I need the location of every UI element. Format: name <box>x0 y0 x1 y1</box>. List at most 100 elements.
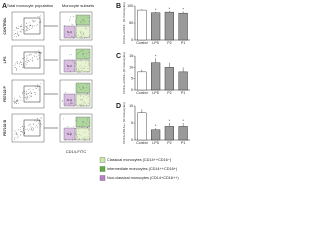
panel-label: C <box>116 53 121 60</box>
significance: * <box>169 118 171 123</box>
event-dot <box>28 54 30 55</box>
event-dot <box>24 126 26 128</box>
x-tick-label: Control <box>136 141 148 145</box>
gate <box>63 25 76 39</box>
event-dot <box>24 91 25 93</box>
gate <box>63 127 76 141</box>
x-tick-label: P2 <box>167 41 171 45</box>
event-dot <box>26 55 28 57</box>
event-dot <box>69 20 71 22</box>
y-axis-label: CD14++CD16− (% monocytes) <box>122 2 126 43</box>
event-dot <box>22 58 23 60</box>
event-dot <box>73 16 74 17</box>
event-dot <box>87 93 89 94</box>
event-dot <box>29 123 30 125</box>
legend-swatch <box>99 166 106 172</box>
row-label: FB7102 P <box>3 85 7 101</box>
event-dot <box>17 62 19 64</box>
event-dot <box>20 26 21 28</box>
y-tick-label: 5 <box>131 77 133 81</box>
event-dot <box>24 132 25 134</box>
event-dot <box>37 24 38 25</box>
event-dot <box>14 139 15 140</box>
legend-label: Classical monocytes (CD14++CD16−) <box>107 158 172 162</box>
event-dot <box>32 25 34 26</box>
event-dot <box>13 34 15 35</box>
event-dot <box>33 20 35 22</box>
event-dot <box>40 22 42 23</box>
gate-label: N-C <box>67 98 73 102</box>
event-dot <box>71 53 73 55</box>
event-dot <box>20 31 21 33</box>
event-dot <box>25 64 27 66</box>
event-dot <box>20 62 21 64</box>
event-dot <box>17 61 18 62</box>
event-dot <box>36 57 38 59</box>
event-dot <box>22 130 24 131</box>
event-dot <box>33 122 35 124</box>
gate <box>75 82 91 94</box>
event-dot <box>20 134 22 136</box>
event-dot <box>30 59 32 60</box>
event-dot <box>29 29 30 31</box>
event-dot <box>38 120 40 122</box>
x-tick-label: LPS <box>152 41 159 45</box>
event-dot <box>18 35 19 36</box>
bar <box>151 62 161 91</box>
x-tick-label: P1 <box>181 41 185 45</box>
event-dot <box>31 54 33 56</box>
event-dot <box>26 98 27 100</box>
event-dot <box>26 26 27 28</box>
event-dot <box>63 118 65 120</box>
event-dot <box>24 60 26 62</box>
legend-swatch <box>99 175 106 181</box>
event-dot <box>39 14 41 16</box>
event-dot <box>20 127 22 128</box>
event-dot <box>28 88 30 90</box>
x-tick-label: P1 <box>181 91 185 95</box>
event-dot <box>71 23 73 25</box>
event-dot <box>34 53 36 55</box>
gate <box>75 93 91 107</box>
event-dot <box>24 129 26 130</box>
significance: * <box>155 123 157 128</box>
event-dot <box>30 92 32 94</box>
event-dot <box>14 103 15 104</box>
event-dot <box>22 93 24 95</box>
event-dot <box>33 55 35 56</box>
event-dot <box>72 24 74 26</box>
event-dot <box>28 92 30 94</box>
event-dot <box>15 63 17 65</box>
gate-label: I <box>83 52 84 56</box>
event-dot <box>15 69 17 71</box>
bar <box>178 126 188 141</box>
gate <box>75 48 91 60</box>
event-dot <box>18 25 20 27</box>
event-dot <box>27 30 29 31</box>
event-dot <box>15 62 17 63</box>
gate <box>75 25 91 39</box>
event-dot <box>17 28 19 29</box>
event-dot <box>38 86 40 88</box>
gate-label: I <box>83 120 84 124</box>
event-dot <box>16 26 17 28</box>
y-tick-label: 0 <box>131 38 133 42</box>
event-dot <box>28 59 30 61</box>
x-tick-label: P2 <box>167 141 171 145</box>
event-dot <box>27 57 29 59</box>
column-header: Total monocyte population <box>7 3 53 8</box>
event-dot <box>20 61 21 62</box>
y-tick-label: 10 <box>129 104 133 108</box>
y-axis-label: CD14+CD16++ (% monocytes) <box>122 102 126 143</box>
event-dot <box>30 90 31 92</box>
scatter-plot <box>11 113 45 143</box>
event-dot <box>24 131 26 133</box>
event-dot <box>14 67 16 69</box>
event-dot <box>73 125 74 127</box>
bar <box>178 12 188 41</box>
event-dot <box>24 65 26 67</box>
event-dot <box>26 90 28 92</box>
event-dot <box>36 120 38 122</box>
event-dot <box>35 24 37 26</box>
event-dot <box>34 120 36 122</box>
